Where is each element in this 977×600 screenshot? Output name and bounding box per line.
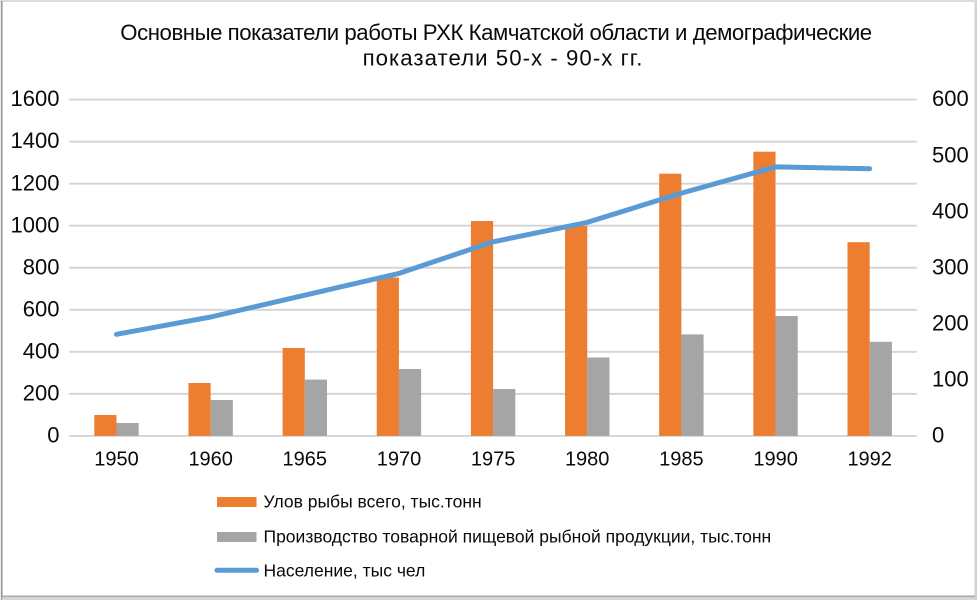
svg-text:300: 300: [932, 254, 969, 279]
svg-text:1200: 1200: [11, 170, 60, 195]
svg-text:Улов рыбы всего, тыс.тонн: Улов рыбы всего, тыс.тонн: [264, 492, 482, 512]
svg-text:Основные показатели работы РХК: Основные показатели работы РХК Камчатско…: [120, 20, 872, 45]
svg-text:1975: 1975: [471, 449, 516, 471]
svg-text:Производство товарной пищевой: Производство товарной пищевой рыбной про…: [264, 527, 772, 547]
svg-text:1965: 1965: [283, 449, 328, 471]
svg-text:400: 400: [23, 338, 60, 363]
svg-text:1000: 1000: [11, 212, 60, 237]
svg-text:400: 400: [932, 198, 969, 223]
svg-text:100: 100: [932, 367, 969, 392]
svg-text:1600: 1600: [11, 86, 60, 111]
svg-text:600: 600: [23, 296, 60, 321]
svg-text:1990: 1990: [753, 449, 798, 471]
svg-text:1950: 1950: [94, 449, 139, 471]
svg-text:0: 0: [47, 423, 59, 448]
svg-text:200: 200: [23, 381, 60, 406]
svg-text:1992: 1992: [847, 449, 892, 471]
svg-text:1400: 1400: [11, 128, 60, 153]
svg-text:800: 800: [23, 254, 60, 279]
svg-text:1980: 1980: [565, 449, 610, 471]
svg-text:показатели 50-х - 90-х гг.: показатели 50-х - 90-х гг.: [363, 46, 644, 71]
svg-text:1985: 1985: [659, 449, 704, 471]
svg-text:0: 0: [932, 423, 944, 448]
svg-text:1960: 1960: [188, 449, 233, 471]
svg-text:Население, тыс чел: Население, тыс чел: [264, 561, 426, 581]
svg-text:1970: 1970: [377, 449, 422, 471]
svg-text:600: 600: [932, 86, 969, 111]
svg-text:500: 500: [932, 142, 969, 167]
svg-text:200: 200: [932, 310, 969, 335]
